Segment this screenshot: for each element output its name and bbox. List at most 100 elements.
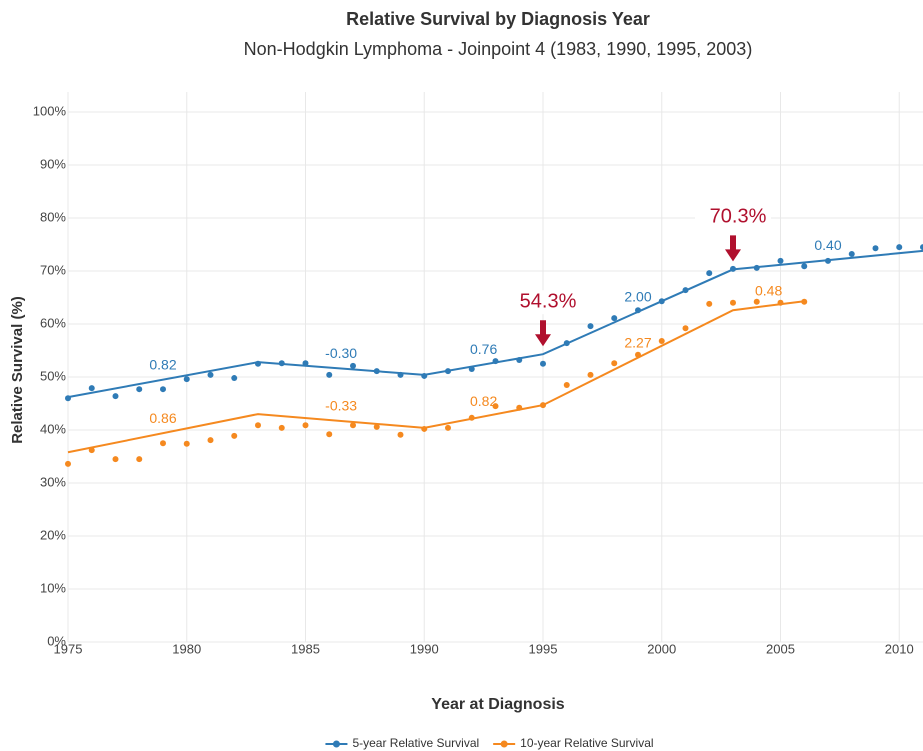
- data-point: [231, 375, 238, 382]
- x-tick-label: 1975: [54, 641, 83, 656]
- data-point: [350, 362, 356, 369]
- fit-line: [67, 249, 923, 399]
- data-point: [397, 431, 404, 438]
- annotation-arrow: [535, 320, 551, 347]
- data-point: [350, 422, 356, 429]
- annotation-bg: [505, 290, 581, 315]
- data-point: [421, 425, 428, 432]
- data-point: [540, 360, 546, 367]
- data-point: [777, 299, 784, 306]
- segment-label: -0.30: [325, 345, 357, 361]
- data-point: [468, 414, 475, 421]
- data-point: [468, 366, 475, 373]
- data-point: [445, 368, 451, 375]
- data-point: [682, 287, 689, 294]
- data-point: [88, 385, 95, 392]
- data-point: [278, 424, 285, 431]
- segment-label: 0.82: [470, 393, 497, 409]
- y-tick-label: 60%: [40, 315, 66, 330]
- data-point: [255, 422, 261, 429]
- chart-title: Relative Survival by Diagnosis Year: [346, 9, 650, 29]
- data-point: [730, 299, 736, 306]
- data-point: [302, 360, 309, 367]
- data-point: [706, 300, 713, 307]
- data-point: [326, 371, 333, 378]
- legend-marker: [332, 740, 340, 748]
- data-point: [492, 358, 499, 365]
- data-point: [563, 381, 570, 388]
- y-tick-label: 20%: [40, 527, 66, 542]
- data-point: [587, 323, 594, 330]
- y-tick-label: 90%: [40, 156, 66, 171]
- y-axis-title: Relative Survival (%): [9, 296, 26, 444]
- y-tick-label: 10%: [40, 580, 66, 595]
- data-point: [658, 337, 665, 344]
- data-point: [516, 404, 523, 411]
- data-point: [112, 393, 119, 400]
- legend-label: 10-year Relative Survival: [520, 736, 653, 750]
- x-axis-title: Year at Diagnosis: [431, 696, 564, 713]
- data-point: [183, 440, 190, 447]
- legend-marker: [500, 740, 508, 748]
- data-point: [421, 372, 428, 379]
- data-point: [896, 244, 903, 251]
- data-point: [730, 265, 736, 272]
- data-point: [611, 315, 618, 322]
- x-tick-label: 1980: [172, 641, 201, 656]
- data-point: [88, 447, 95, 454]
- legend-label: 5-year Relative Survival: [352, 736, 479, 750]
- annotation-label: 70.3%: [710, 206, 767, 228]
- y-tick-label: 40%: [40, 421, 66, 436]
- segment-label: 0.48: [755, 282, 782, 298]
- data-point: [183, 376, 190, 383]
- x-tick-label: 1990: [410, 641, 439, 656]
- data-point: [373, 423, 380, 430]
- data-point: [635, 307, 641, 314]
- data-point: [112, 456, 119, 463]
- data-point: [445, 424, 451, 431]
- data-point: [492, 403, 499, 410]
- data-point: [825, 257, 831, 264]
- segment-label: 2.27: [624, 334, 651, 350]
- data-point: [706, 270, 713, 277]
- data-point: [682, 325, 689, 332]
- data-point: [302, 422, 309, 429]
- data-point: [540, 402, 546, 409]
- data-point: [160, 440, 166, 447]
- legend: 5-year Relative Survival 10-year Relative…: [325, 736, 654, 750]
- y-tick-label: 100%: [33, 103, 67, 118]
- data-point: [658, 298, 665, 305]
- data-point: [136, 386, 143, 393]
- data-point: [777, 257, 784, 264]
- x-tick-label: 1985: [291, 641, 320, 656]
- data-point: [207, 437, 214, 444]
- data-point: [231, 432, 238, 439]
- data-point: [801, 298, 808, 305]
- data-point: [160, 386, 166, 393]
- data-point: [920, 244, 923, 251]
- x-tick-label: 2010: [885, 641, 914, 656]
- segment-label: 0.76: [470, 341, 497, 357]
- data-point: [611, 360, 618, 367]
- data-point: [373, 368, 380, 375]
- data-point: [587, 371, 594, 378]
- segment-label: -0.33: [325, 398, 357, 414]
- chart-subtitle: Non-Hodgkin Lymphoma - Joinpoint 4 (1983…: [244, 39, 753, 59]
- x-tick-label: 1995: [529, 641, 558, 656]
- data-point: [65, 460, 71, 467]
- x-tick-label: 2005: [766, 641, 795, 656]
- y-tick-label: 50%: [40, 368, 66, 383]
- data-point: [326, 431, 333, 438]
- segment-label: 0.40: [814, 237, 841, 253]
- data-point: [278, 360, 285, 367]
- data-point: [563, 340, 570, 347]
- data-point: [136, 456, 143, 463]
- segment-label: 0.82: [149, 356, 176, 372]
- annotation-arrow: [725, 235, 741, 262]
- fit-line: [67, 300, 805, 454]
- segment-label: 2.00: [624, 289, 651, 305]
- x-tick-label: 2000: [647, 641, 676, 656]
- data-point: [753, 264, 760, 271]
- data-point: [255, 360, 261, 367]
- data-point: [635, 351, 641, 358]
